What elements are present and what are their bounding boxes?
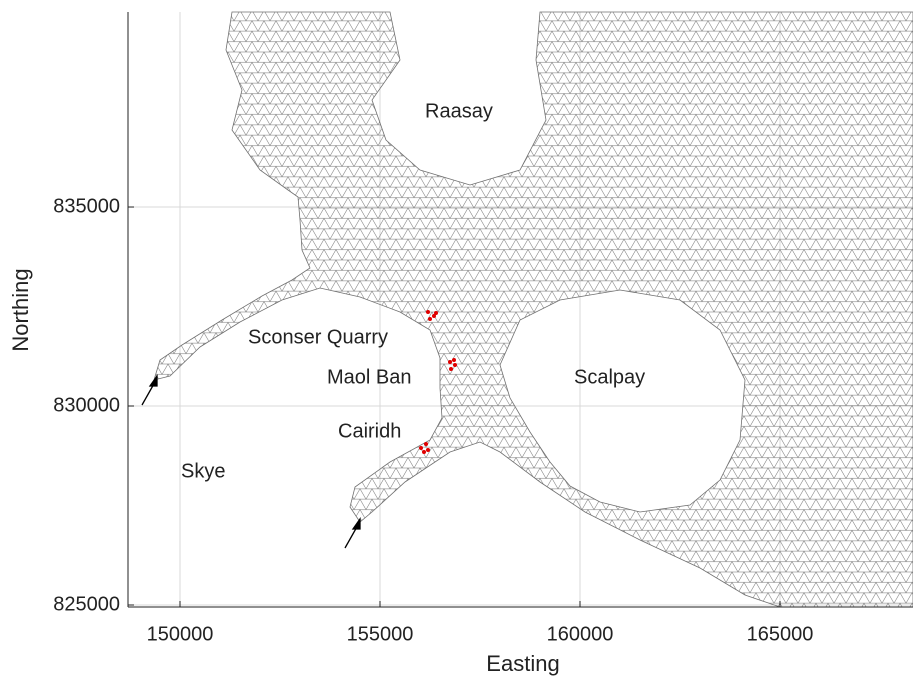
place-label: Maol Ban bbox=[327, 366, 412, 388]
x-tick-label: 150000 bbox=[147, 623, 214, 645]
place-label: Raasay bbox=[425, 100, 493, 122]
y-tick-label: 825000 bbox=[53, 593, 120, 615]
x-tick-label: 160000 bbox=[547, 623, 614, 645]
sample-sites bbox=[419, 310, 457, 454]
x-tick-label: 155000 bbox=[347, 623, 414, 645]
mesh bbox=[153, 11, 913, 608]
y-tick-label: 830000 bbox=[53, 394, 120, 416]
arrows bbox=[141, 373, 361, 549]
y-tick-label: 835000 bbox=[53, 195, 120, 217]
y-axis-label: Northing bbox=[8, 268, 33, 351]
place-label: Cairidh bbox=[338, 420, 401, 442]
place-label: Scalpay bbox=[574, 366, 645, 388]
place-label: Skye bbox=[181, 460, 225, 482]
place-label: Sconser Quarry bbox=[248, 326, 388, 348]
x-tick-label: 165000 bbox=[747, 623, 814, 645]
x-axis-label: Easting bbox=[486, 651, 559, 676]
